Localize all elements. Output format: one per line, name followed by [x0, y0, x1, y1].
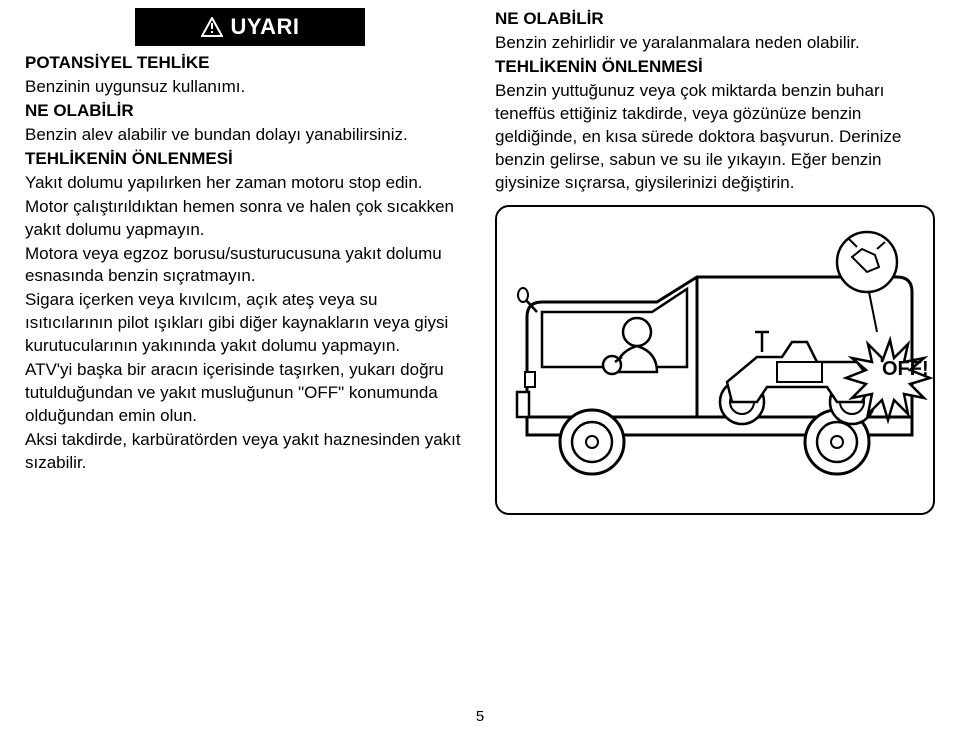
what-can-happen-text: Benzin alev alabilir ve bundan dolayı ya…	[25, 124, 465, 147]
prevention-p3: Motora veya egzoz borusu/susturucusuna y…	[25, 243, 465, 289]
prevention-p6: Aksi takdirde, karbüratörden veya yakıt …	[25, 429, 465, 475]
prevention-p2: Motor çalıştırıldıktan hemen sonra ve ha…	[25, 196, 465, 242]
warning-box: UYARI	[135, 8, 365, 46]
left-column: UYARI POTANSİYEL TEHLİKE Benzinin uyguns…	[25, 8, 465, 515]
right-prevention-text: Benzin yuttuğunuz veya çok miktarda benz…	[495, 80, 935, 195]
prevention-heading: TEHLİKENİN ÖNLENMESİ	[25, 148, 465, 171]
page-number: 5	[476, 708, 484, 725]
off-label: OFF!	[882, 358, 929, 380]
warning-label: UYARI	[231, 14, 300, 40]
warning-triangle-icon	[201, 17, 223, 37]
potential-hazard-heading: POTANSİYEL TEHLİKE	[25, 52, 465, 75]
right-column: NE OLABİLİR Benzin zehirlidir ve yaralan…	[495, 8, 935, 515]
van-illustration: OFF!	[495, 205, 935, 515]
right-what-text: Benzin zehirlidir ve yaralanmalara neden…	[495, 32, 935, 55]
prevention-p4: Sigara içerken veya kıvılcım, açık ateş …	[25, 289, 465, 358]
hazard-text: Benzinin uygunsuz kullanımı.	[25, 76, 465, 99]
right-prevention-heading: TEHLİKENİN ÖNLENMESİ	[495, 56, 935, 79]
prevention-p5: ATV'yi başka bir aracın içerisinde taşır…	[25, 359, 465, 428]
right-what-heading: NE OLABİLİR	[495, 8, 935, 31]
what-can-happen-heading: NE OLABİLİR	[25, 100, 465, 123]
prevention-p1: Yakıt dolumu yapılırken her zaman motoru…	[25, 172, 465, 195]
